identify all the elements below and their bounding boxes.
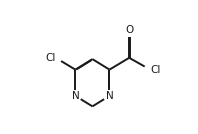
Text: N: N: [106, 91, 113, 101]
Text: Cl: Cl: [45, 53, 56, 63]
Text: N: N: [71, 91, 79, 101]
Text: Cl: Cl: [150, 65, 161, 75]
Text: O: O: [125, 25, 133, 35]
